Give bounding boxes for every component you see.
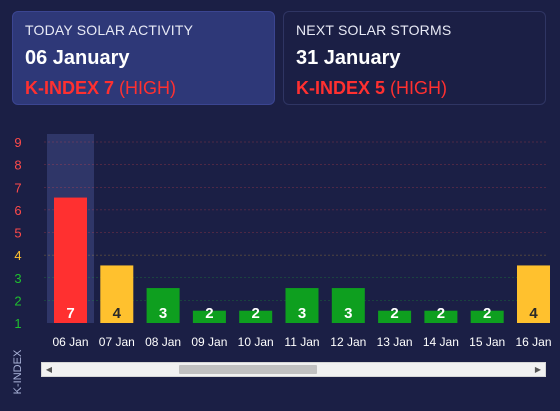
bar-value-label: 2	[390, 305, 398, 322]
next-date: 31 January	[296, 47, 401, 69]
chart-scrollbar[interactable]: ◀ ▶	[41, 362, 546, 377]
next-card-label: NEXT SOLAR STORMS	[296, 22, 452, 38]
today-activity-card: TODAY SOLAR ACTIVITY 06 January K-INDEX …	[12, 11, 275, 105]
x-tick-label: 16 Jan	[515, 335, 551, 349]
today-kindex: K-INDEX 7 (HIGH)	[25, 78, 262, 99]
bar[interactable]	[239, 310, 273, 323]
bar-value-label: 4	[529, 305, 538, 322]
bar[interactable]	[517, 265, 550, 323]
x-tick-label: 15 Jan	[469, 335, 505, 349]
y-tick-label: 1	[14, 316, 21, 331]
bar-value-label: 2	[205, 305, 213, 322]
bar-value-label: 3	[159, 305, 167, 322]
x-tick-label: 13 Jan	[377, 335, 413, 349]
today-date: 06 January	[25, 47, 130, 69]
x-tick-label: 08 Jan	[145, 335, 181, 349]
next-kindex: K-INDEX 5 (HIGH)	[296, 78, 533, 99]
bar[interactable]	[54, 197, 87, 323]
kindex-bar-chart: 1 2 3 4 5 6 7 8 9 K-INDEX 7 06 Jan 4 07 Jan 3 08 Jan 2 09…	[12, 134, 552, 394]
bar-value-label: 2	[483, 305, 491, 322]
x-tick-label: 06 Jan	[52, 335, 88, 349]
bar[interactable]	[100, 265, 134, 323]
x-tick-label: 14 Jan	[423, 335, 459, 349]
x-tick-label: 11 Jan	[284, 335, 319, 349]
x-tick-label: 07 Jan	[99, 335, 135, 349]
summary-cards: TODAY SOLAR ACTIVITY 06 January K-INDEX …	[12, 11, 548, 105]
bar[interactable]	[192, 310, 226, 323]
triangle-right-icon[interactable]: ▶	[534, 365, 542, 374]
y-tick-label: 7	[14, 180, 21, 195]
triangle-left-icon[interactable]: ◀	[45, 365, 53, 374]
y-tick-label: 2	[14, 293, 21, 308]
bar-value-label: 3	[344, 305, 352, 322]
today-card-label: TODAY SOLAR ACTIVITY	[25, 22, 194, 38]
bar-value-label: 7	[66, 305, 74, 322]
bar[interactable]	[146, 288, 180, 323]
bar[interactable]	[470, 310, 504, 323]
bar[interactable]	[331, 288, 365, 323]
x-tick-label: 12 Jan	[330, 335, 366, 349]
bar-value-label: 4	[113, 305, 122, 322]
bar[interactable]	[424, 310, 458, 323]
y-tick-label: 5	[14, 226, 21, 241]
y-tick-label: 9	[14, 135, 21, 150]
y-tick-label: 8	[14, 158, 21, 173]
y-tick-label: 6	[14, 203, 21, 218]
bar[interactable]	[378, 310, 412, 323]
bar-value-label: 3	[298, 305, 306, 322]
next-storms-card: NEXT SOLAR STORMS 31 January K-INDEX 5 (…	[283, 11, 546, 105]
x-tick-label: 10 Jan	[238, 335, 274, 349]
bar-value-label: 2	[437, 305, 445, 322]
y-tick-label: 4	[14, 248, 21, 263]
scrollbar-thumb[interactable]	[179, 365, 317, 374]
next-kindex-level: (HIGH)	[390, 78, 448, 98]
today-kindex-level: (HIGH)	[119, 78, 177, 98]
today-kindex-value: K-INDEX 7	[25, 78, 115, 98]
y-axis-label: K-INDEX	[12, 349, 24, 394]
bar-value-label: 2	[252, 305, 260, 322]
bar[interactable]	[285, 288, 319, 323]
next-kindex-value: K-INDEX 5	[296, 78, 386, 98]
x-tick-label: 09 Jan	[191, 335, 227, 349]
y-tick-label: 3	[14, 271, 21, 286]
